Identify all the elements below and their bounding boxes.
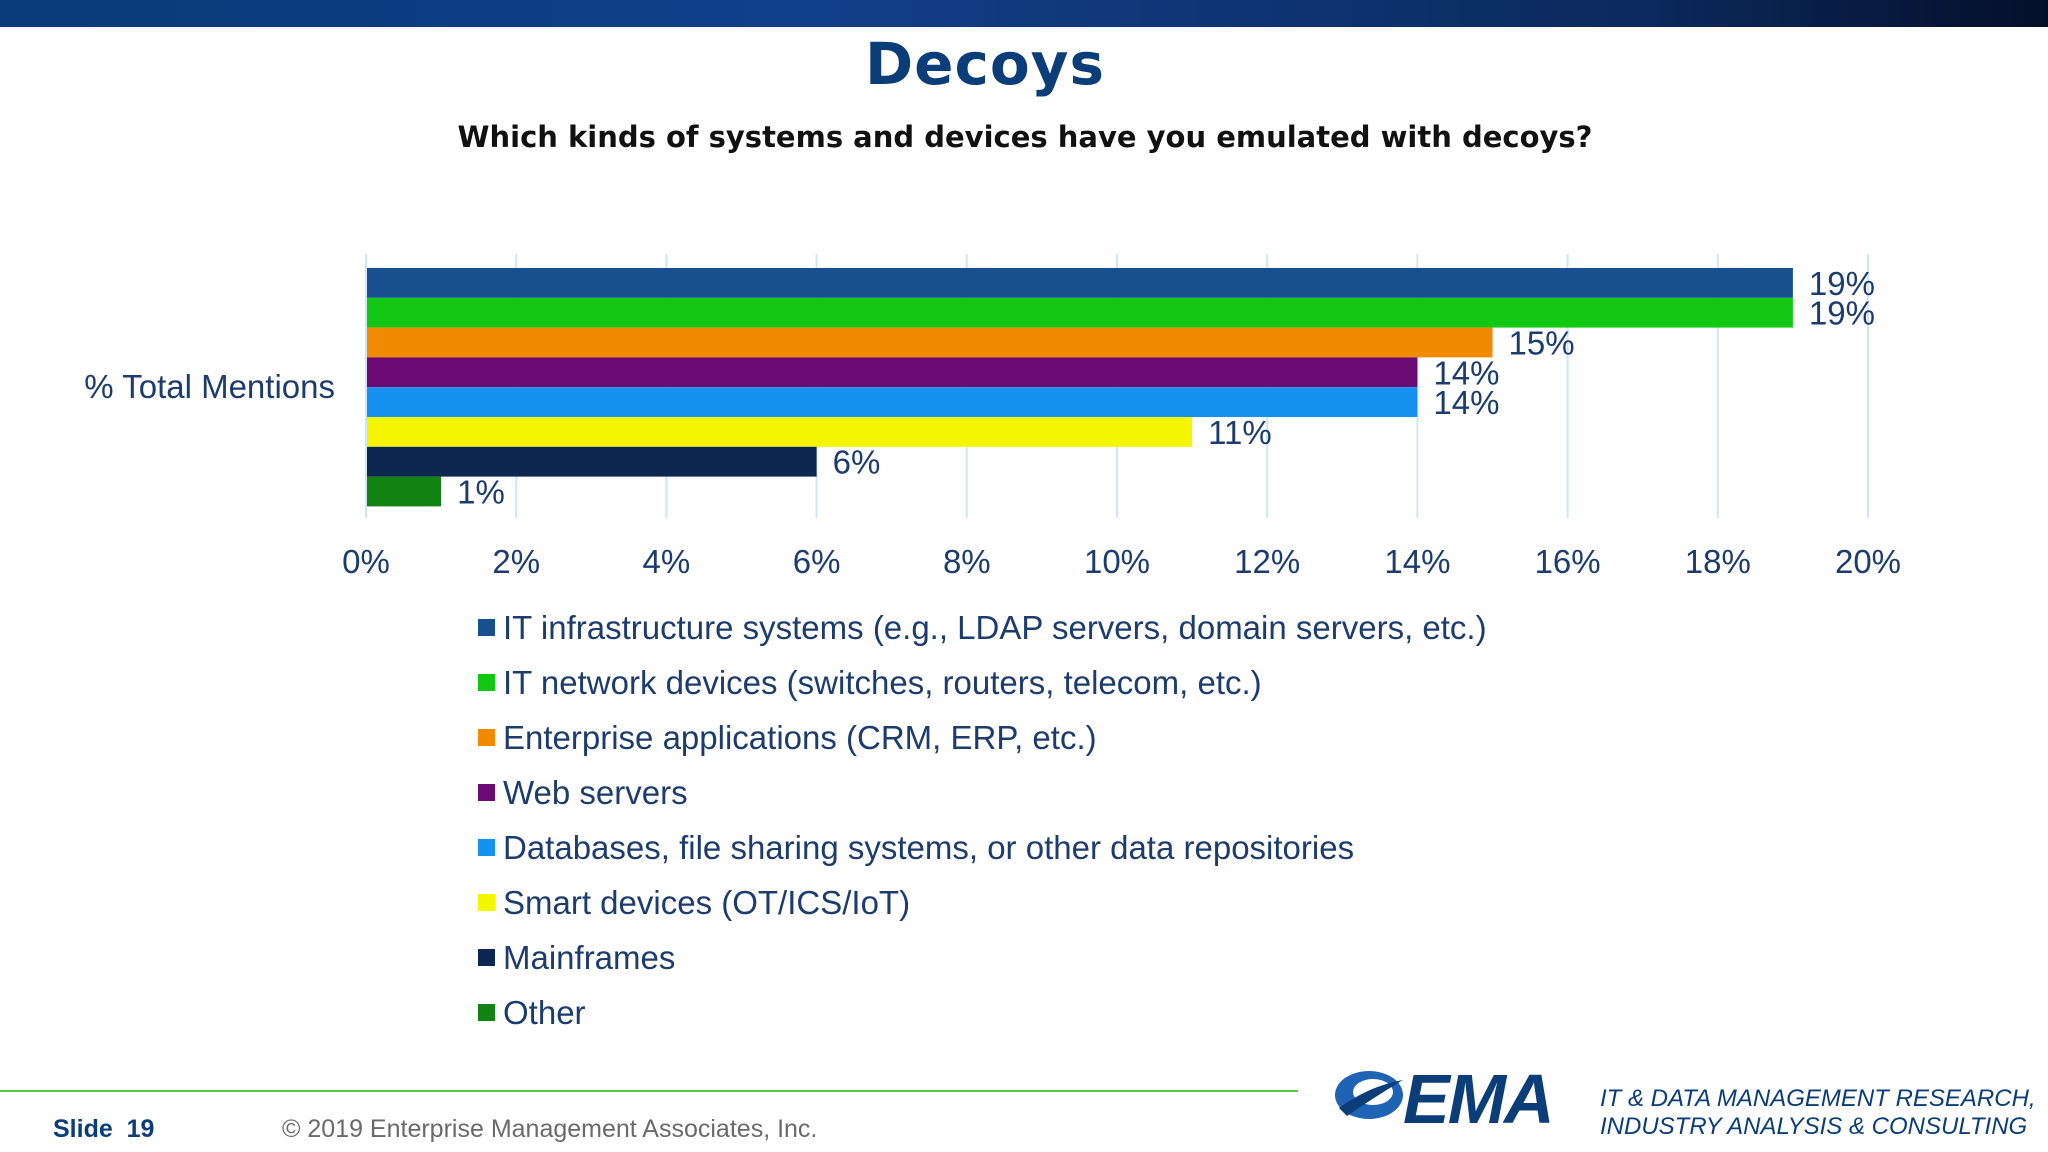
legend-swatch <box>478 729 495 746</box>
legend-item: IT infrastructure systems (e.g., LDAP se… <box>478 600 1487 655</box>
legend-item: Other <box>478 985 1487 1040</box>
legend-label: Mainframes <box>503 938 676 976</box>
legend-swatch <box>478 619 495 636</box>
y-category-label: % Total Mentions <box>84 368 335 405</box>
tagline-line-1: IT & DATA MANAGEMENT RESEARCH, <box>1600 1085 2036 1112</box>
legend-item: Databases, file sharing systems, or othe… <box>478 820 1487 875</box>
x-tick-label: 0% <box>342 543 390 580</box>
x-tick-label: 16% <box>1535 543 1601 580</box>
legend-label: Enterprise applications (CRM, ERP, etc.) <box>503 718 1097 756</box>
tagline-line-2: INDUSTRY ANALYSIS & CONSULTING <box>1600 1113 2028 1140</box>
legend-label: IT network devices (switches, routers, t… <box>503 663 1262 701</box>
legend-item: Smart devices (OT/ICS/IoT) <box>478 875 1487 930</box>
bar <box>366 327 1493 358</box>
bar <box>366 297 1793 328</box>
x-tick-label: 6% <box>793 543 841 580</box>
ema-logo-text: EMA <box>1403 1060 1555 1138</box>
chart-subtitle: Which kinds of systems and devices have … <box>457 120 1593 154</box>
bar <box>366 268 1793 298</box>
legend-item: Enterprise applications (CRM, ERP, etc.) <box>478 710 1487 765</box>
slide-label: Slide <box>53 1115 113 1143</box>
legend-label: Smart devices (OT/ICS/IoT) <box>503 883 911 921</box>
data-label: 14% <box>1433 354 1499 391</box>
page-title: Decoys <box>864 30 1106 98</box>
ema-logo: EMA <box>1333 1058 1563 1136</box>
x-tick-label: 14% <box>1384 543 1450 580</box>
legend-label: Web servers <box>503 773 688 811</box>
legend-label: IT infrastructure systems (e.g., LDAP se… <box>503 608 1487 646</box>
legend-item: Web servers <box>478 765 1487 820</box>
data-label: 6% <box>833 444 881 481</box>
legend-swatch <box>478 784 495 801</box>
top-banner <box>0 0 2048 27</box>
x-tick-label: 4% <box>643 543 691 580</box>
legend-swatch <box>478 1004 495 1021</box>
legend-item: Mainframes <box>478 930 1487 985</box>
legend-label: Databases, file sharing systems, or othe… <box>503 828 1355 866</box>
copyright-notice: © 2019 Enterprise Management Associates,… <box>282 1115 818 1143</box>
legend-swatch <box>478 949 495 966</box>
chart-legend: IT infrastructure systems (e.g., LDAP se… <box>478 600 1487 1040</box>
bar <box>366 387 1418 417</box>
slide-number: Slide 19 <box>53 1115 154 1144</box>
x-tick-label: 2% <box>492 543 540 580</box>
company-tagline: IT & DATA MANAGEMENT RESEARCH, INDUSTRY … <box>1600 1085 2036 1141</box>
bar <box>366 446 817 477</box>
legend-swatch <box>478 839 495 856</box>
data-label: 15% <box>1509 325 1575 362</box>
x-tick-label: 12% <box>1234 543 1300 580</box>
legend-label: Other <box>503 993 586 1031</box>
data-label: 14% <box>1433 384 1499 421</box>
legend-swatch <box>478 894 495 911</box>
data-label: 11% <box>1208 414 1272 451</box>
slide-number-value: 19 <box>126 1115 155 1143</box>
bar <box>366 476 442 507</box>
footer-divider <box>0 1090 1298 1092</box>
bar <box>366 417 1193 447</box>
bar-chart: 0% 2% 4% 6% 8% 10% 12% 14% 16% 18% 20% % Total Ment… <box>84 254 1901 580</box>
data-label: 19% <box>1809 295 1875 332</box>
x-tick-label: 10% <box>1084 543 1150 580</box>
x-tick-label: 18% <box>1685 543 1751 580</box>
x-tick-label: 8% <box>943 543 991 580</box>
legend-swatch <box>478 674 495 691</box>
ema-swoosh-icon <box>1335 1071 1403 1119</box>
legend-item: IT network devices (switches, routers, t… <box>478 655 1487 710</box>
data-label: 1% <box>457 474 505 511</box>
bar <box>366 357 1418 388</box>
x-tick-label: 20% <box>1835 543 1901 580</box>
data-label: 19% <box>1809 265 1875 302</box>
